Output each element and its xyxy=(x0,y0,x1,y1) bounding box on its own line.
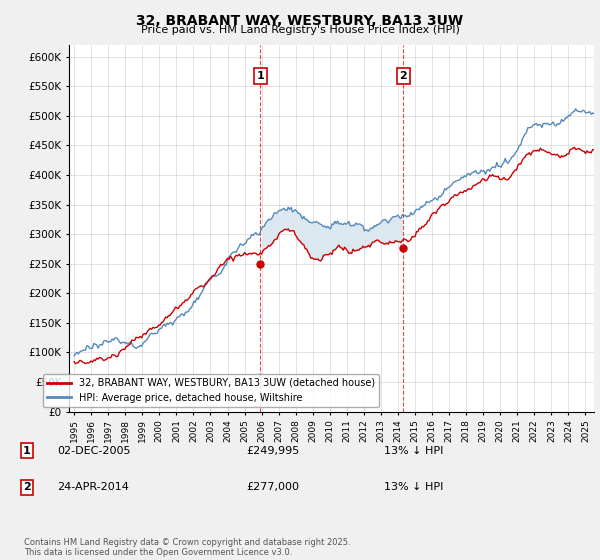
Legend: 32, BRABANT WAY, WESTBURY, BA13 3UW (detached house), HPI: Average price, detach: 32, BRABANT WAY, WESTBURY, BA13 3UW (det… xyxy=(43,374,379,407)
Text: 13% ↓ HPI: 13% ↓ HPI xyxy=(384,446,443,456)
Text: 13% ↓ HPI: 13% ↓ HPI xyxy=(384,482,443,492)
Text: 02-DEC-2005: 02-DEC-2005 xyxy=(57,446,131,456)
Text: Price paid vs. HM Land Registry's House Price Index (HPI): Price paid vs. HM Land Registry's House … xyxy=(140,25,460,35)
Text: 32, BRABANT WAY, WESTBURY, BA13 3UW: 32, BRABANT WAY, WESTBURY, BA13 3UW xyxy=(136,14,464,28)
Text: 1: 1 xyxy=(23,446,31,456)
Text: £277,000: £277,000 xyxy=(246,482,299,492)
Text: 2: 2 xyxy=(400,71,407,81)
Text: 24-APR-2014: 24-APR-2014 xyxy=(57,482,129,492)
Text: 1: 1 xyxy=(256,71,264,81)
Text: Contains HM Land Registry data © Crown copyright and database right 2025.
This d: Contains HM Land Registry data © Crown c… xyxy=(24,538,350,557)
Text: 2: 2 xyxy=(23,482,31,492)
Text: £249,995: £249,995 xyxy=(246,446,299,456)
